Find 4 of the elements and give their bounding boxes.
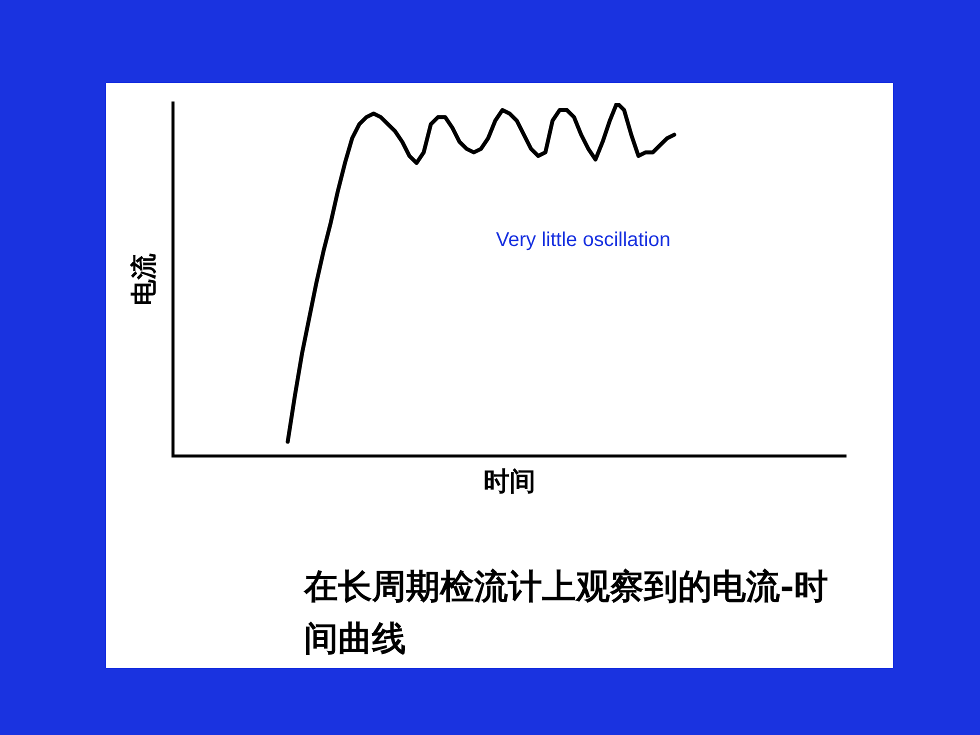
- annotation: Very little oscillation: [496, 229, 671, 252]
- text: 在长周期检流计上观察到的电流-时间曲线: [304, 566, 830, 661]
- x-axis-title: 时间: [484, 467, 536, 498]
- y-axis-title: 电流: [129, 252, 160, 306]
